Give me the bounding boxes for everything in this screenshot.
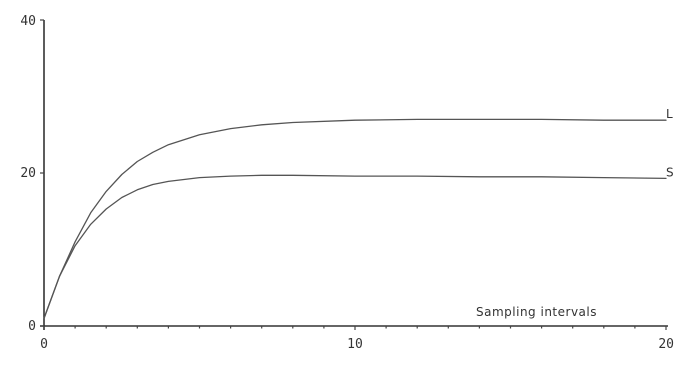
x-tick-label-10: 10 [347,337,363,352]
y-minor-ticks [40,19,44,327]
series-label-L: L [666,107,673,121]
y-tick-label-20: 20 [20,166,36,181]
y-tick-label-0: 0 [28,319,36,334]
y-tick-label-40: 40 [20,14,36,29]
series-label-S: S [666,165,674,179]
x-axis-label: Sampling intervals [476,305,597,319]
x-minor-ticks [43,326,667,330]
x-tick-label-20: 20 [658,337,674,352]
series-line-L [43,118,667,320]
x-tick-label-0: 0 [40,337,48,352]
axes [40,20,668,330]
series-line-S [43,174,667,320]
